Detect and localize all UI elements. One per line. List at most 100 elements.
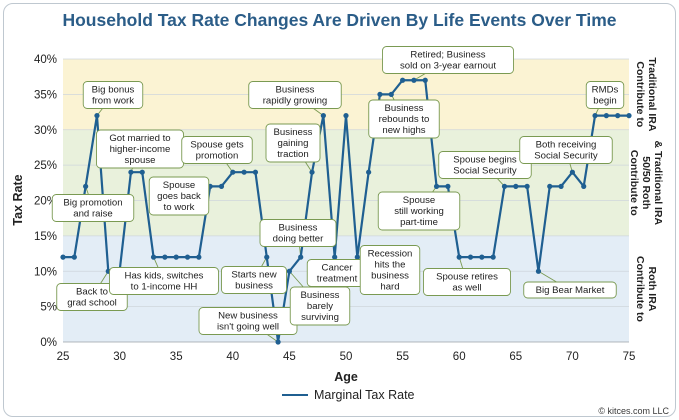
annotation-text: business: [371, 271, 409, 282]
data-point: [173, 254, 179, 260]
annotation-text: spouse: [125, 155, 156, 166]
annotation-text: Spouse retires: [436, 272, 498, 283]
data-point: [547, 183, 553, 189]
data-point: [241, 169, 247, 175]
band-label: & Traditional IRA: [652, 141, 664, 226]
x-tick-label: 25: [57, 351, 70, 363]
annotation-text: Social Security: [534, 151, 598, 162]
annotation-text: hard: [380, 282, 399, 293]
annotation-text: doing better: [273, 234, 324, 245]
annotation-text: hits the: [375, 260, 406, 271]
data-point: [422, 77, 428, 83]
credit-text: © kitces.com LLC: [598, 406, 669, 416]
x-tick-label: 45: [283, 351, 296, 363]
data-point: [343, 113, 349, 119]
data-point: [366, 169, 372, 175]
annotation-text: business: [235, 281, 273, 292]
data-point: [592, 113, 598, 119]
data-point: [218, 183, 225, 189]
annotation-text: Business: [301, 290, 340, 301]
band-label: Roth IRA: [646, 266, 658, 311]
data-point: [603, 113, 609, 119]
annotation-text: to work: [164, 202, 195, 213]
data-point: [400, 77, 406, 83]
annotation-box: [109, 267, 219, 295]
legend-line-swatch: [282, 394, 308, 396]
annotation-text: sold on 3-year earnout: [400, 61, 496, 72]
data-point: [377, 91, 383, 97]
annotation-text: Business: [385, 103, 424, 114]
y-tick-label: 25%: [34, 160, 57, 172]
annotation-text: treatment: [317, 274, 358, 285]
annotation-text: Back to: [76, 287, 108, 298]
data-point: [162, 254, 168, 260]
x-tick-label: 65: [509, 351, 522, 363]
annotation-box: [359, 245, 421, 295]
y-tick-label: 40%: [34, 54, 57, 66]
data-point: [71, 254, 77, 260]
y-tick-label: 15%: [34, 231, 57, 243]
data-point: [128, 169, 134, 175]
data-point: [196, 254, 202, 260]
annotation-text: isn't going well: [217, 322, 279, 333]
x-axis-label: Age: [334, 370, 358, 384]
annotation-text: Big Bear Market: [536, 285, 605, 296]
annotation-box: [148, 176, 210, 216]
annotation-box: [248, 81, 342, 109]
annotation-box: [289, 286, 351, 326]
annotation-text: promotion: [196, 151, 239, 162]
annotation-text: grad school: [67, 298, 117, 309]
data-point: [252, 169, 259, 175]
annotation-text: barely: [307, 301, 333, 312]
data-point: [433, 183, 440, 189]
y-tick-label: 20%: [34, 196, 57, 208]
data-point: [558, 183, 564, 189]
x-tick-label: 75: [623, 351, 636, 363]
annotation-text: Big promotion: [63, 198, 122, 209]
data-point: [535, 268, 542, 274]
annotation-box: [82, 81, 144, 109]
x-tick-label: 35: [170, 351, 183, 363]
annotation-text: goes back: [157, 191, 201, 202]
data-point: [286, 268, 292, 274]
chart-title: Household Tax Rate Changes Are Driven By…: [62, 10, 617, 30]
data-point: [456, 254, 462, 260]
annotation-text: from work: [92, 96, 134, 107]
annotation-text: traction: [277, 149, 308, 160]
data-point: [490, 254, 496, 260]
legend-label: Marginal Tax Rate: [314, 388, 415, 402]
annotation-text: Retired; Business: [410, 50, 485, 61]
y-tick-label: 0%: [40, 337, 57, 349]
data-point: [150, 254, 157, 260]
x-tick-label: 70: [566, 351, 579, 363]
annotation-text: surviving: [301, 312, 339, 323]
annotation-box: [368, 99, 440, 139]
y-tick-label: 35%: [34, 89, 57, 101]
annotation-text: and raise: [73, 209, 112, 220]
annotation-text: Spouse gets: [190, 140, 244, 151]
annotation-box: [181, 136, 253, 164]
data-point: [264, 254, 270, 260]
data-point: [332, 254, 338, 260]
band-label: Contribute to: [634, 61, 646, 127]
data-point: [309, 169, 315, 175]
x-tick-label: 50: [340, 351, 353, 363]
annotation-box: [519, 136, 613, 164]
annotation-text: Spouse: [163, 180, 196, 191]
y-tick-label: 30%: [34, 125, 57, 137]
band-label: Contribute to: [628, 150, 640, 216]
data-point: [626, 113, 632, 119]
data-point: [411, 77, 417, 83]
data-point: [139, 169, 145, 175]
band-label: 50/50 Roth: [640, 156, 652, 209]
data-point: [230, 169, 236, 175]
annotation-text: Social Security: [453, 166, 517, 177]
data-point: [467, 254, 474, 260]
annotation-text: higher-income: [110, 144, 171, 155]
annotation-text: rapidly growing: [263, 96, 328, 107]
x-tick-label: 60: [453, 351, 466, 363]
data-point: [524, 183, 530, 189]
band-label: Contribute to: [634, 256, 646, 322]
annotation-box: [523, 281, 617, 299]
